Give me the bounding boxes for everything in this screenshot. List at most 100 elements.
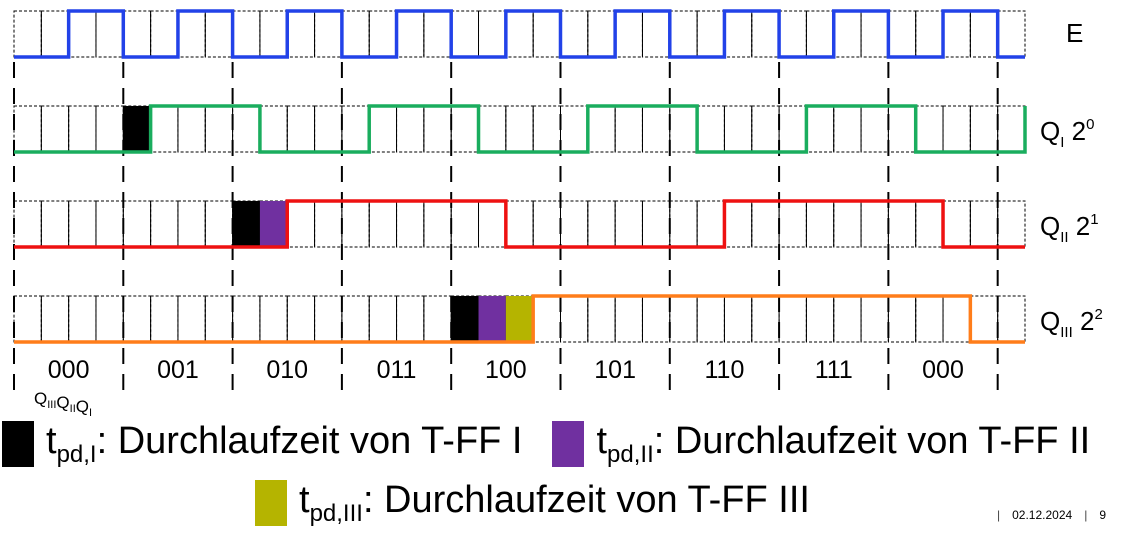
- grid-cell: [805, 10, 835, 58]
- grid-cell: [95, 10, 124, 58]
- legend-row-2: tpd,III: Durchlaufzeit von T-FF III: [255, 480, 810, 526]
- grid-cell: [40, 200, 70, 248]
- grid-cell: [40, 295, 70, 343]
- grid-cell: [669, 200, 698, 248]
- grid-cell: [259, 105, 288, 153]
- grid-cell: [505, 10, 534, 58]
- grid-cell: [314, 105, 343, 153]
- tpd1-delay-block: [123, 106, 151, 152]
- grid-cell: [942, 10, 971, 58]
- grid-cell: [887, 105, 917, 153]
- grid-cell: [232, 105, 261, 153]
- signal-label-Q3: QIII 22: [1040, 306, 1103, 341]
- footer-page-number: 9: [1099, 508, 1106, 522]
- legend-subscript: pd,III: [309, 499, 363, 527]
- slide-footer: | 02.12.2024 | 9: [997, 508, 1106, 522]
- signal-label-Q1: QI 20: [1040, 116, 1094, 151]
- state-label: 001: [157, 356, 199, 384]
- grid-cell: [860, 295, 889, 343]
- grid-cell: [723, 200, 753, 248]
- grid-cell: [696, 200, 725, 248]
- grid-cell: [150, 10, 179, 58]
- grid-cell: [969, 200, 999, 248]
- grid-cell: [232, 295, 261, 343]
- grid-cell: [532, 200, 561, 248]
- grid-cell: [559, 10, 589, 58]
- grid-cell: [805, 200, 835, 248]
- grid-cell: [232, 10, 261, 58]
- grid-cell: [13, 200, 42, 248]
- grid-cell: [559, 295, 589, 343]
- grid-cell: [942, 105, 971, 153]
- tpd1-delay-block: [232, 201, 260, 247]
- grid-cell: [587, 295, 616, 343]
- grid-cell: [696, 295, 725, 343]
- grid-cell: [723, 10, 753, 58]
- grid-cell: [778, 295, 807, 343]
- grid-cell: [860, 10, 889, 58]
- grid-cell: [614, 295, 643, 343]
- grid-cell: [751, 200, 780, 248]
- grid-cell: [286, 10, 316, 58]
- grid-cell: [314, 295, 343, 343]
- legend-t-symbol: t: [299, 478, 310, 521]
- grid-cell: [614, 10, 643, 58]
- grid-cell: [778, 10, 807, 58]
- tpd3-delay-block: [505, 296, 534, 342]
- grid-cell: [478, 10, 507, 58]
- grid-cell: [95, 295, 124, 343]
- grid-cell: [286, 200, 316, 248]
- state-label: 010: [266, 356, 308, 384]
- grid-cell: [13, 105, 42, 153]
- grid-cell: [368, 105, 398, 153]
- grid-cell: [505, 105, 534, 153]
- grid-cell: [723, 295, 753, 343]
- state-label: 101: [594, 356, 636, 384]
- grid-cell: [641, 105, 671, 153]
- grid-cell: [314, 200, 343, 248]
- grid-cell: [40, 10, 70, 58]
- grid-cell: [751, 105, 780, 153]
- legend-t-symbol: t: [596, 419, 608, 462]
- grid-cell: [341, 105, 370, 153]
- grid-cell: [778, 105, 807, 153]
- footer-separator: |: [1084, 508, 1088, 522]
- grid-cell: [669, 10, 698, 58]
- grid-cell: [833, 105, 862, 153]
- legend-item-tpd2: tpd,II: Durchlaufzeit von T-FF II: [552, 421, 1090, 467]
- footer-date: 02.12.2024: [1012, 508, 1073, 522]
- grid-cell: [423, 295, 452, 343]
- grid-cell: [833, 200, 862, 248]
- grid-cell: [942, 200, 971, 248]
- grid-cell: [997, 10, 1026, 58]
- waveform-Q1: [14, 104, 1027, 154]
- grid-cell: [68, 105, 97, 153]
- tpd2-delay-block: [478, 296, 506, 342]
- grid-cell: [969, 105, 999, 153]
- grid-cell: [204, 105, 234, 153]
- state-label: 110: [705, 356, 745, 384]
- grid-cell: [450, 10, 480, 58]
- grid-cell: [587, 200, 616, 248]
- grid-cell: [396, 200, 425, 248]
- grid-cell: [641, 295, 671, 343]
- legend-label-tpd2: : Durchlaufzeit von T-FF II: [653, 419, 1091, 462]
- grid-cell: [177, 200, 206, 248]
- state-bit-order-label: QIIIQIIQI: [34, 389, 92, 419]
- grid-cell: [860, 105, 889, 153]
- state-label: 000: [48, 356, 90, 384]
- signal-label-Q2: QII 21: [1040, 211, 1099, 246]
- grid-cell: [559, 200, 589, 248]
- grid-cell: [341, 200, 370, 248]
- grid-cell: [833, 295, 862, 343]
- grid-cell: [122, 200, 152, 248]
- grid-cell: [805, 105, 835, 153]
- grid-cell: [68, 295, 97, 343]
- grid-cell: [887, 295, 917, 343]
- legend-item-tpd3: tpd,III: Durchlaufzeit von T-FF III: [255, 480, 810, 526]
- grid-cell: [122, 10, 152, 58]
- grid-cell: [341, 10, 370, 58]
- grid-cell: [286, 105, 316, 153]
- grid-cell: [997, 105, 1026, 153]
